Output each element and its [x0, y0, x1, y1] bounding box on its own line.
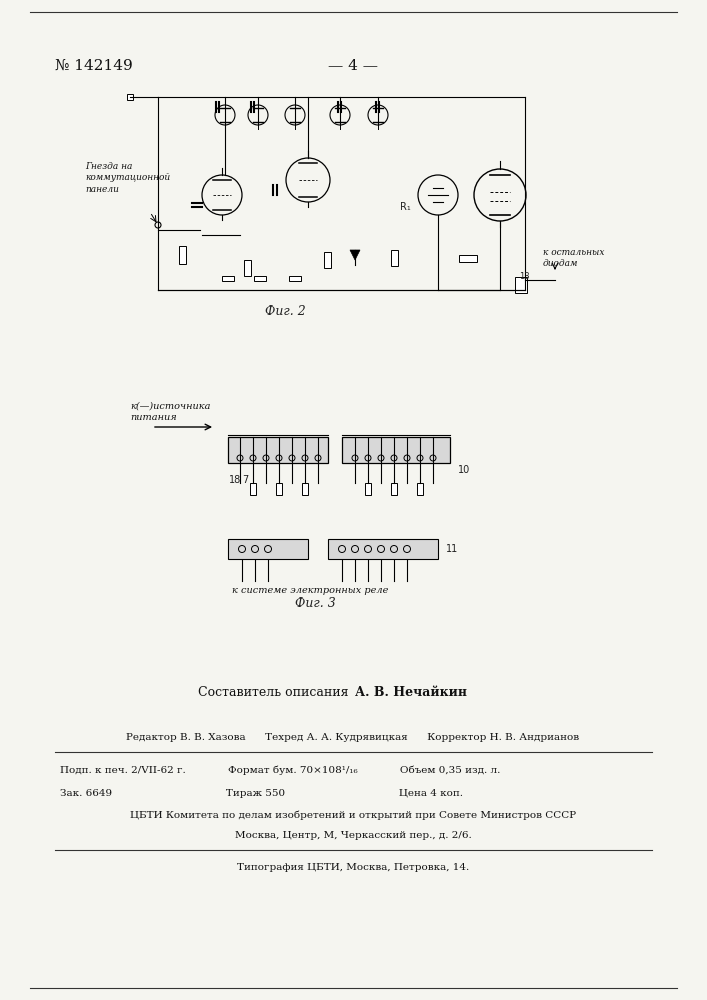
Text: 13: 13	[519, 272, 530, 281]
Text: 7: 7	[242, 475, 248, 485]
Text: 11: 11	[446, 544, 458, 554]
Bar	[391, 483, 397, 495]
Text: — 4 —: — 4 —	[328, 59, 378, 73]
Bar	[228, 539, 308, 559]
Text: Подп. к печ. 2/VII-62 г.             Формат бум. 70×108¹/₁₆             Объем 0,: Подп. к печ. 2/VII-62 г. Формат бум. 70×…	[60, 765, 501, 775]
Bar	[417, 483, 423, 495]
Text: Гнезда на
коммутационной
панели: Гнезда на коммутационной панели	[85, 162, 170, 194]
Text: Типография ЦБТИ, Москва, Петровка, 14.: Типография ЦБТИ, Москва, Петровка, 14.	[237, 863, 469, 872]
Bar	[127, 94, 133, 100]
Text: к(—)источника
питания: к(—)источника питания	[130, 402, 211, 422]
Text: Составитель описания: Составитель описания	[199, 686, 353, 700]
Text: R₁: R₁	[400, 202, 411, 212]
Bar	[459, 254, 477, 261]
Bar	[245, 260, 252, 276]
Bar	[222, 275, 234, 280]
Text: А. В. Нечайкин: А. В. Нечайкин	[355, 686, 467, 700]
Text: Фиг. 2: Фиг. 2	[265, 305, 305, 318]
Bar	[228, 437, 328, 463]
Bar	[289, 275, 301, 280]
Text: Фиг. 3: Фиг. 3	[295, 597, 336, 610]
Bar	[328, 539, 438, 559]
Text: № 142149: № 142149	[55, 59, 133, 73]
Bar	[180, 246, 187, 264]
Bar	[392, 250, 399, 266]
Bar	[302, 483, 308, 495]
Bar	[342, 437, 450, 463]
Text: ЦБТИ Комитета по делам изобретений и открытий при Совете Министров СССР: ЦБТИ Комитета по делам изобретений и отк…	[130, 810, 576, 820]
Text: Зак. 6649                                   Тираж 550                           : Зак. 6649 Тираж 550	[60, 788, 463, 798]
Text: Москва, Центр, М, Черкасский пер., д. 2/6.: Москва, Центр, М, Черкасский пер., д. 2/…	[235, 830, 472, 840]
Bar	[276, 483, 282, 495]
Bar	[325, 252, 332, 268]
Text: 10: 10	[458, 465, 470, 475]
Bar	[515, 277, 527, 293]
Text: к системе электронных реле: к системе электронных реле	[232, 586, 388, 595]
Text: Редактор В. В. Хазова      Техред А. А. Кудрявицкая      Корректор Н. В. Андриан: Редактор В. В. Хазова Техред А. А. Кудря…	[127, 734, 580, 742]
Text: 18: 18	[229, 475, 241, 485]
Text: к остальных
диодам: к остальных диодам	[543, 248, 604, 268]
Bar	[365, 483, 371, 495]
Polygon shape	[350, 250, 360, 260]
Bar	[250, 483, 256, 495]
Bar	[254, 275, 266, 280]
